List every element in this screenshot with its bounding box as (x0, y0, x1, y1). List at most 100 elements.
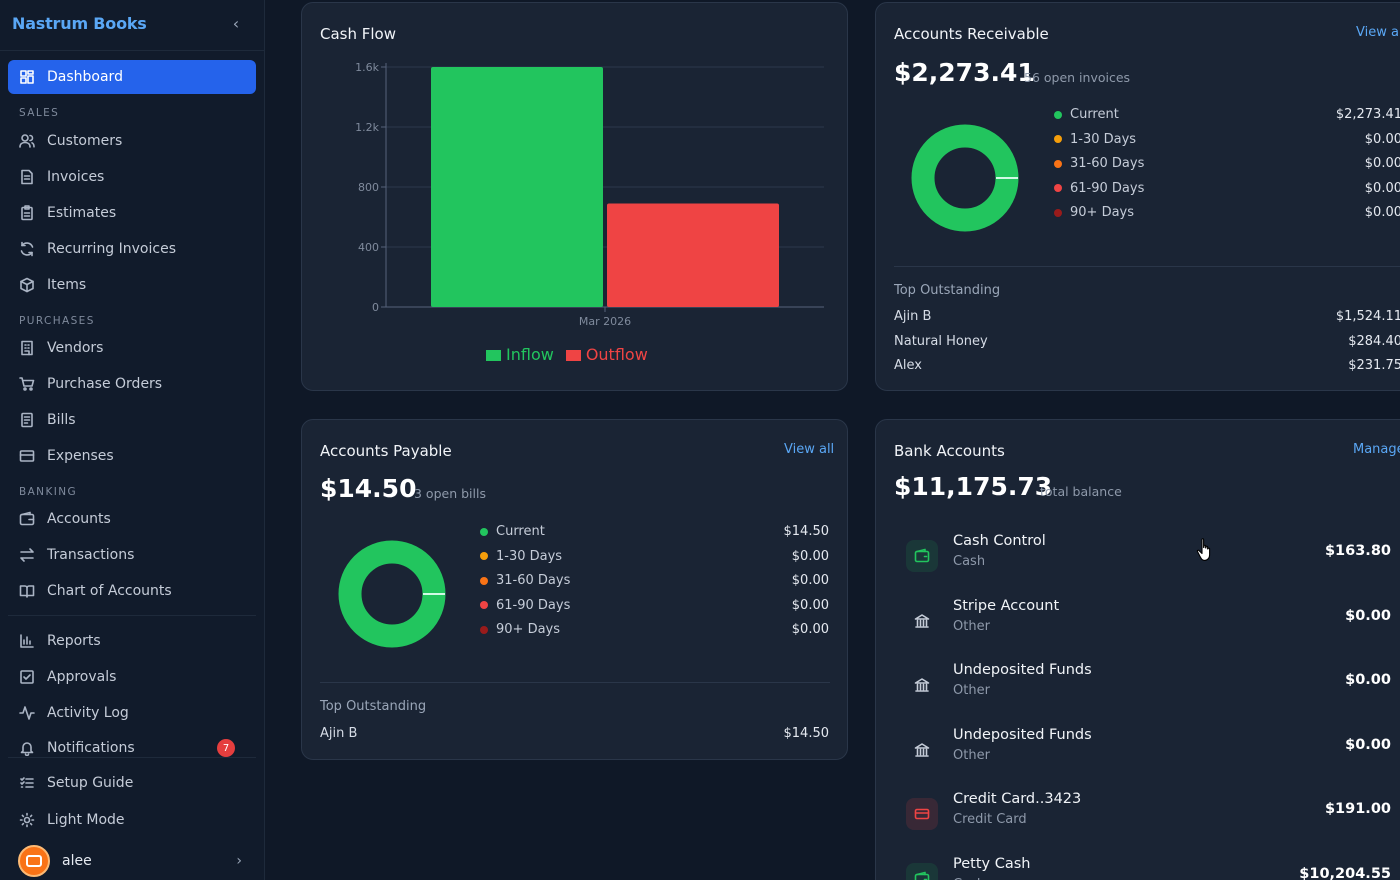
nav-activity-log[interactable]: Activity Log (8, 696, 256, 730)
nav-notifications[interactable]: Notifications 7 (8, 731, 256, 765)
nav-dashboard[interactable]: Dashboard (8, 60, 256, 94)
status-dot-icon (1054, 208, 1062, 217)
nav-label: Activity Log (47, 705, 129, 721)
aging-value: $0.00 (791, 573, 829, 588)
account-type: Cash (953, 877, 985, 880)
card-title: Accounts Payable (320, 442, 452, 460)
cash-flow-card: Cash Flow 0 400 800 1.2k 1.6k Mar 2026 Inflow… (301, 2, 848, 391)
nav-label: Expenses (47, 448, 114, 464)
credit-card-icon (906, 798, 938, 830)
bank-account-row[interactable]: Stripe Account Other $0.00 (876, 592, 1400, 652)
nav-setup-guide[interactable]: Setup Guide (8, 766, 256, 800)
aging-label: 31-60 Days (1070, 156, 1145, 171)
collapse-sidebar-button[interactable]: ‹ (232, 14, 240, 33)
users-icon (19, 133, 35, 149)
open-invoices-note: 56 open invoices (1024, 70, 1131, 85)
nav-accounts[interactable]: Accounts (8, 502, 256, 536)
nav-light-mode[interactable]: Light Mode (8, 803, 256, 837)
aging-label: 1-30 Days (1070, 131, 1137, 147)
outstanding-value: $14.50 (783, 726, 830, 741)
outstanding-value: $284.40 (1348, 334, 1400, 349)
legend-outflow[interactable]: Outflow (565, 345, 648, 364)
aging-legend-item: Current (1054, 107, 1119, 122)
nav-label: Accounts (47, 511, 111, 527)
nav-label: Bills (47, 412, 76, 428)
bank-account-row[interactable]: Petty Cash Cash $10,204.55 (876, 850, 1400, 880)
nav-vendors[interactable]: Vendors (8, 331, 256, 365)
bar-chart-icon (19, 633, 35, 649)
check-square-icon (19, 669, 35, 685)
y-tick-label: 400 (358, 241, 379, 254)
view-all-link[interactable]: View all (1356, 25, 1400, 40)
nav-label: Items (47, 277, 87, 293)
nav-label: Customers (47, 133, 123, 149)
nav-estimates[interactable]: Estimates (8, 196, 256, 230)
nav-expenses[interactable]: Expenses (8, 439, 256, 473)
outstanding-name: Ajin B (320, 726, 358, 741)
invoice-icon (19, 169, 35, 185)
wallet-icon (906, 862, 938, 880)
bank-icon (906, 605, 938, 637)
account-type: Other (953, 683, 990, 698)
avatar (18, 845, 50, 877)
status-dot-icon (1054, 135, 1062, 143)
divider (8, 615, 256, 616)
bank-account-row[interactable]: Cash Control Cash $163.80 (876, 527, 1400, 587)
nav-invoices[interactable]: Invoices (8, 160, 256, 194)
account-name: Credit Card..3423 (953, 791, 1082, 807)
nav-bills[interactable]: Bills (8, 403, 256, 437)
aging-value: $0.00 (1364, 131, 1400, 147)
account-type: Cash (953, 554, 986, 569)
accounts-receivable-card: Accounts Receivable View all $2,273.41 5… (875, 2, 1400, 391)
nav-chart-of-accounts[interactable]: Chart of Accounts (8, 574, 256, 608)
user-menu[interactable]: alee › (8, 842, 256, 880)
account-balance: $0.00 (1345, 672, 1391, 688)
sun-icon (19, 812, 35, 828)
nav-label: Transactions (47, 547, 135, 563)
nav-reports[interactable]: Reports (8, 624, 256, 658)
nav-label: Notifications (47, 740, 135, 756)
bank-account-row[interactable]: Undeposited Funds Other $0.00 (876, 721, 1400, 781)
legend-inflow[interactable]: Inflow (486, 345, 554, 364)
status-dot-icon (1054, 159, 1062, 168)
top-outstanding-label: Top Outstanding (894, 283, 1001, 298)
nav-customers[interactable]: Customers (8, 124, 256, 158)
brand-logo[interactable]: Nastrum Books (12, 14, 147, 33)
divider (0, 50, 265, 51)
wallet-icon (906, 540, 938, 572)
aging-label: Current (1070, 107, 1119, 122)
aging-label: 31-60 Days (496, 573, 571, 588)
total-balance: $11,175.73 (894, 472, 1053, 501)
manage-link[interactable]: Manage (1353, 442, 1400, 457)
status-dot-icon (1054, 110, 1062, 119)
aging-value: $0.00 (1364, 205, 1400, 220)
bank-account-row[interactable]: Undeposited Funds Other $0.00 (876, 656, 1400, 716)
account-name: Cash Control (953, 533, 1046, 549)
bill-icon (19, 412, 35, 428)
nav-label: Dashboard (47, 69, 123, 85)
aging-legend-item: 1-30 Days (1054, 132, 1136, 147)
card-title: Accounts Receivable (894, 25, 1049, 43)
receipt-icon (19, 448, 35, 464)
top-outstanding-label: Top Outstanding (320, 699, 427, 714)
nav-approvals[interactable]: Approvals (8, 660, 256, 694)
status-dot-icon (480, 576, 488, 585)
nav-purchase-orders[interactable]: Purchase Orders (8, 367, 256, 401)
nav-transactions[interactable]: Transactions (8, 538, 256, 572)
divider (894, 266, 1400, 267)
hand-cursor-icon (1196, 538, 1211, 561)
nav-recurring-invoices[interactable]: Recurring Invoices (8, 232, 256, 266)
building-icon (19, 340, 35, 356)
account-name: Stripe Account (953, 597, 1060, 614)
nav-items[interactable]: Items (8, 268, 256, 302)
card-title: Cash Flow (320, 25, 396, 43)
sidebar: Nastrum Books ‹ Dashboard SALES Customer… (0, 0, 265, 880)
bank-account-row[interactable]: Credit Card..3423 Credit Card $191.00 (876, 785, 1400, 845)
nav-label: Recurring Invoices (47, 241, 176, 257)
outstanding-value: $1,524.11 (1335, 309, 1400, 324)
bell-icon (19, 740, 35, 756)
clipboard-icon (19, 205, 35, 221)
dashboard-icon (19, 69, 35, 85)
bar-inflow (431, 67, 603, 307)
view-all-link[interactable]: View all (784, 442, 835, 457)
